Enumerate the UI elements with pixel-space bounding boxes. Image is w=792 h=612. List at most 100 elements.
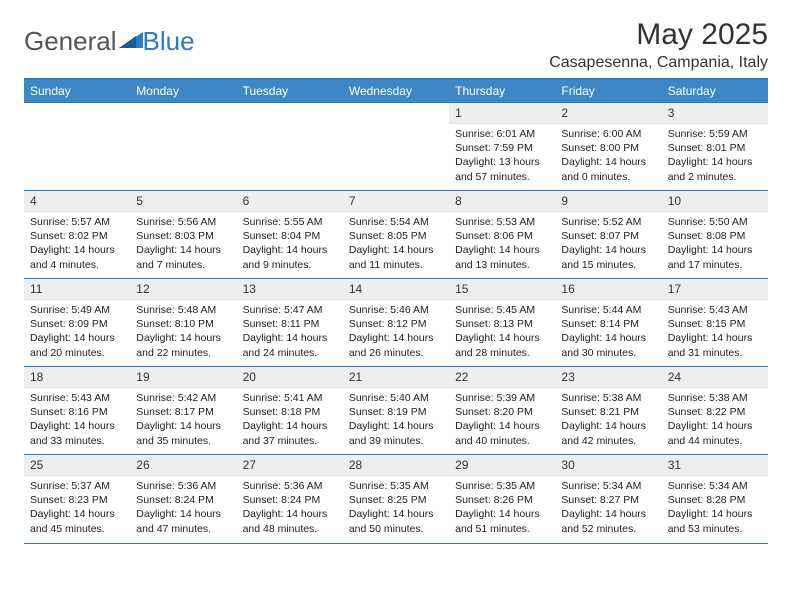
daylight: Daylight: 14 hours and 44 minutes. — [668, 419, 762, 447]
day-number: 6 — [237, 191, 343, 212]
daylight: Daylight: 14 hours and 33 minutes. — [30, 419, 124, 447]
day-details: Sunrise: 5:45 AMSunset: 8:13 PMDaylight:… — [449, 300, 555, 362]
day-number: 13 — [237, 279, 343, 300]
day-details: Sunrise: 5:35 AMSunset: 8:26 PMDaylight:… — [449, 476, 555, 538]
day-number: 11 — [24, 279, 130, 300]
month-title: May 2025 — [549, 18, 768, 52]
day-cell: 27Sunrise: 5:36 AMSunset: 8:24 PMDayligh… — [237, 455, 343, 543]
day-number: 2 — [555, 103, 661, 124]
day-details: Sunrise: 5:48 AMSunset: 8:10 PMDaylight:… — [130, 300, 236, 362]
sunset: Sunset: 8:10 PM — [136, 317, 230, 331]
sunrise: Sunrise: 5:55 AM — [243, 215, 337, 229]
daylight: Daylight: 14 hours and 2 minutes. — [668, 155, 762, 183]
day-number: 16 — [555, 279, 661, 300]
sunrise: Sunrise: 5:45 AM — [455, 303, 549, 317]
day-cell: 7Sunrise: 5:54 AMSunset: 8:05 PMDaylight… — [343, 191, 449, 279]
sunset: Sunset: 8:24 PM — [136, 493, 230, 507]
daylight: Daylight: 14 hours and 0 minutes. — [561, 155, 655, 183]
day-cell: 12Sunrise: 5:48 AMSunset: 8:10 PMDayligh… — [130, 279, 236, 367]
day-details: Sunrise: 6:00 AMSunset: 8:00 PMDaylight:… — [555, 124, 661, 186]
day-cell: 2Sunrise: 6:00 AMSunset: 8:00 PMDaylight… — [555, 103, 661, 191]
sunrise: Sunrise: 5:43 AM — [30, 391, 124, 405]
calendar-table: SundayMondayTuesdayWednesdayThursdayFrid… — [24, 80, 768, 543]
calendar-head: SundayMondayTuesdayWednesdayThursdayFrid… — [24, 80, 768, 103]
day-number: 29 — [449, 455, 555, 476]
sunrise: Sunrise: 5:44 AM — [561, 303, 655, 317]
day-cell: 14Sunrise: 5:46 AMSunset: 8:12 PMDayligh… — [343, 279, 449, 367]
sunrise: Sunrise: 5:39 AM — [455, 391, 549, 405]
daylight: Daylight: 14 hours and 31 minutes. — [668, 331, 762, 359]
sunset: Sunset: 8:17 PM — [136, 405, 230, 419]
day-number: 15 — [449, 279, 555, 300]
day-cell: 25Sunrise: 5:37 AMSunset: 8:23 PMDayligh… — [24, 455, 130, 543]
sunset: Sunset: 8:11 PM — [243, 317, 337, 331]
sunrise: Sunrise: 6:00 AM — [561, 127, 655, 141]
sunrise: Sunrise: 5:37 AM — [30, 479, 124, 493]
day-cell: 3Sunrise: 5:59 AMSunset: 8:01 PMDaylight… — [662, 103, 768, 191]
day-number: 23 — [555, 367, 661, 388]
sunset: Sunset: 8:18 PM — [243, 405, 337, 419]
day-number: 3 — [662, 103, 768, 124]
day-details: Sunrise: 5:36 AMSunset: 8:24 PMDaylight:… — [130, 476, 236, 538]
header: General Blue May 2025 Casapesenna, Campa… — [24, 18, 768, 72]
day-cell: 6Sunrise: 5:55 AMSunset: 8:04 PMDaylight… — [237, 191, 343, 279]
day-number: 31 — [662, 455, 768, 476]
sunrise: Sunrise: 5:35 AM — [455, 479, 549, 493]
day-number: 28 — [343, 455, 449, 476]
day-header: Thursday — [449, 80, 555, 103]
day-number: 4 — [24, 191, 130, 212]
day-details: Sunrise: 5:41 AMSunset: 8:18 PMDaylight:… — [237, 388, 343, 450]
day-details: Sunrise: 5:43 AMSunset: 8:15 PMDaylight:… — [662, 300, 768, 362]
sunrise: Sunrise: 5:38 AM — [668, 391, 762, 405]
day-cell: 10Sunrise: 5:50 AMSunset: 8:08 PMDayligh… — [662, 191, 768, 279]
day-header: Saturday — [662, 80, 768, 103]
day-details: Sunrise: 5:42 AMSunset: 8:17 PMDaylight:… — [130, 388, 236, 450]
daylight: Daylight: 14 hours and 37 minutes. — [243, 419, 337, 447]
sunrise: Sunrise: 5:42 AM — [136, 391, 230, 405]
sunset: Sunset: 8:01 PM — [668, 141, 762, 155]
day-cell: 9Sunrise: 5:52 AMSunset: 8:07 PMDaylight… — [555, 191, 661, 279]
sunset: Sunset: 8:13 PM — [455, 317, 549, 331]
day-number: 26 — [130, 455, 236, 476]
sunrise: Sunrise: 5:46 AM — [349, 303, 443, 317]
daylight: Daylight: 14 hours and 22 minutes. — [136, 331, 230, 359]
day-details: Sunrise: 5:53 AMSunset: 8:06 PMDaylight:… — [449, 212, 555, 274]
day-details: Sunrise: 5:40 AMSunset: 8:19 PMDaylight:… — [343, 388, 449, 450]
day-details: Sunrise: 5:46 AMSunset: 8:12 PMDaylight:… — [343, 300, 449, 362]
day-header: Monday — [130, 80, 236, 103]
day-number: 9 — [555, 191, 661, 212]
day-cell: 31Sunrise: 5:34 AMSunset: 8:28 PMDayligh… — [662, 455, 768, 543]
sunset: Sunset: 8:05 PM — [349, 229, 443, 243]
day-cell — [130, 103, 236, 191]
day-number: 25 — [24, 455, 130, 476]
daylight: Daylight: 14 hours and 53 minutes. — [668, 507, 762, 535]
daylight: Daylight: 14 hours and 51 minutes. — [455, 507, 549, 535]
day-details: Sunrise: 5:50 AMSunset: 8:08 PMDaylight:… — [662, 212, 768, 274]
day-cell: 5Sunrise: 5:56 AMSunset: 8:03 PMDaylight… — [130, 191, 236, 279]
day-details: Sunrise: 5:35 AMSunset: 8:25 PMDaylight:… — [343, 476, 449, 538]
daylight: Daylight: 14 hours and 9 minutes. — [243, 243, 337, 271]
daylight: Daylight: 14 hours and 15 minutes. — [561, 243, 655, 271]
week-row: 11Sunrise: 5:49 AMSunset: 8:09 PMDayligh… — [24, 279, 768, 367]
day-header: Wednesday — [343, 80, 449, 103]
day-number: 17 — [662, 279, 768, 300]
day-number: 8 — [449, 191, 555, 212]
sunrise: Sunrise: 5:56 AM — [136, 215, 230, 229]
day-number: 5 — [130, 191, 236, 212]
day-cell: 13Sunrise: 5:47 AMSunset: 8:11 PMDayligh… — [237, 279, 343, 367]
day-number: 7 — [343, 191, 449, 212]
day-cell: 20Sunrise: 5:41 AMSunset: 8:18 PMDayligh… — [237, 367, 343, 455]
day-cell — [237, 103, 343, 191]
daylight: Daylight: 14 hours and 7 minutes. — [136, 243, 230, 271]
daylight: Daylight: 14 hours and 4 minutes. — [30, 243, 124, 271]
bottom-rule — [24, 543, 768, 544]
day-number: 20 — [237, 367, 343, 388]
day-number: 27 — [237, 455, 343, 476]
sunrise: Sunrise: 5:40 AM — [349, 391, 443, 405]
daylight: Daylight: 14 hours and 50 minutes. — [349, 507, 443, 535]
sunset: Sunset: 8:09 PM — [30, 317, 124, 331]
sunrise: Sunrise: 5:54 AM — [349, 215, 443, 229]
day-details: Sunrise: 5:55 AMSunset: 8:04 PMDaylight:… — [237, 212, 343, 274]
day-details: Sunrise: 5:38 AMSunset: 8:22 PMDaylight:… — [662, 388, 768, 450]
calendar-body: 1Sunrise: 6:01 AMSunset: 7:59 PMDaylight… — [24, 103, 768, 543]
